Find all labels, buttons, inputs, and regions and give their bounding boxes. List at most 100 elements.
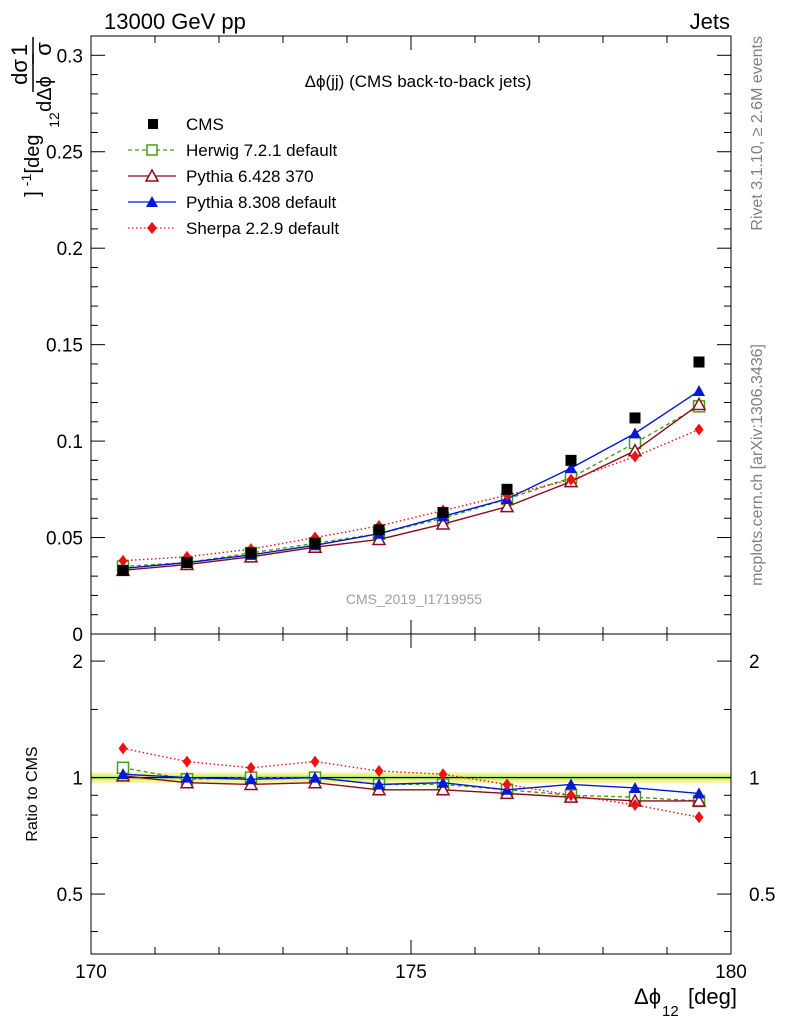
ratio-xlabel: Δϕ 12 [deg] [634, 984, 737, 1020]
ratio-point-sherpa-2-2-9-default [438, 768, 448, 781]
ratio-point-pythia-8-308-default [181, 771, 193, 783]
ratio-point-sherpa-2-2-9-default [118, 742, 128, 755]
main-point-cms [117, 564, 129, 576]
legend: CMS Herwig 7.2.1 default Pythia 6.428 37… [128, 115, 339, 238]
ratio-ytick-label: 1 [72, 769, 83, 790]
main-point-cms [693, 356, 705, 368]
ratio-series-layer [115, 742, 707, 824]
legend-sherpa-marker [147, 222, 157, 234]
ratio-point-sherpa-2-2-9-default [310, 755, 320, 768]
legend-sherpa-label: Sherpa 2.2.9 default [186, 219, 339, 238]
side-label-rivet: Rivet 3.1.10, ≥ 2.6M events [749, 36, 766, 231]
xlabel-unit: [deg] [688, 984, 737, 1009]
main-line-sherpa-2-2-9-default [122, 428, 700, 562]
ratio-point-pythia-8-308-default [117, 768, 129, 780]
ratio-line-pythia-8-308-default [122, 773, 700, 795]
side-label-mcplots: mcplots.cern.ch [arXiv:1306.3436] [749, 344, 766, 586]
main-point-cms [565, 454, 577, 466]
legend-entry-cms: CMS [148, 115, 224, 134]
legend-pythia8-label: Pythia 8.308 default [186, 193, 337, 212]
xlabel-dphi: Δϕ [634, 984, 661, 1009]
header-left: 13000 GeV pp [104, 9, 246, 34]
main-panel: 0 0.05 0.1 0.15 0.2 0.25 0.3 Δϕ(jj) (CMS back-… [7, 35, 732, 646]
ratio-point-sherpa-2-2-9-default [182, 755, 192, 768]
main-point-cms [309, 537, 321, 549]
legend-entry-pythia6: Pythia 6.428 370 [128, 167, 314, 186]
ratio-point-pythia-8-308-default [565, 778, 577, 790]
ylabel-sigma: σ [31, 42, 56, 56]
ratio-xtick-label: 175 [395, 962, 427, 983]
ratio-point-sherpa-2-2-9-default [246, 761, 256, 774]
ratio-ylabel: Ratio to CMS [24, 746, 41, 841]
main-series-layer [115, 356, 707, 577]
legend-cms-label: CMS [186, 115, 224, 134]
ratio-xtick-label: 180 [715, 962, 747, 983]
legend-entry-herwig: Herwig 7.2.1 default [128, 141, 337, 160]
ratio-line-herwig-7-2-1-default [122, 767, 700, 802]
ratio-point-sherpa-2-2-9-default [374, 764, 384, 777]
main-ytick-label: 0 [72, 625, 83, 646]
main-point-cms [501, 483, 513, 495]
main-point-sherpa-2-2-9-default [566, 473, 576, 486]
main-line-pythia-8-308-default [122, 390, 700, 570]
legend-pythia6-marker [144, 168, 160, 182]
main-point-sherpa-2-2-9-default [694, 423, 704, 436]
ratio-point-pythia-6-428-370 [691, 793, 707, 807]
ylabel-sub12: 12 [46, 112, 62, 128]
analysis-label: CMS_2019_I1719955 [346, 591, 482, 607]
main-line-pythia-6-428-370 [122, 403, 700, 572]
main-ytick-label: 0.3 [57, 46, 83, 67]
ylabel-dsigma: dσ [7, 59, 32, 85]
main-point-cms [373, 524, 385, 536]
main-point-cms [437, 506, 449, 518]
ylabel-one: 1 [7, 44, 32, 56]
ylabel-unit: [deg [22, 135, 44, 174]
ylabel-unit-sup: -1 [18, 174, 34, 187]
legend-entry-sherpa: Sherpa 2.2.9 default [128, 219, 339, 238]
ratio-point-pythia-8-308-default [309, 771, 321, 783]
main-point-pythia-8-308-default [693, 384, 705, 396]
ratio-line-pythia-6-428-370 [122, 775, 699, 802]
ratio-ytick-label: 0.5 [57, 885, 83, 906]
main-line-herwig-7-2-1-default [122, 405, 700, 568]
main-ytick-label: 0.25 [46, 143, 83, 164]
main-point-sherpa-2-2-9-default [118, 554, 128, 567]
main-point-pythia-8-308-default [629, 427, 641, 439]
header-right: Jets [690, 9, 730, 34]
main-point-pythia-6-428-370 [691, 396, 707, 411]
main-ylabel: 1 dσ σ dΔϕ 12 [deg -1 ] [7, 37, 62, 197]
ratio-ytick-label: 2 [72, 652, 83, 673]
ratio-point-pythia-8-308-default [373, 778, 385, 790]
main-point-cms [629, 412, 641, 424]
ratio-point-sherpa-2-2-9-default [694, 811, 704, 824]
main-point-pythia-6-428-370 [499, 499, 515, 513]
main-point-cms [245, 547, 257, 559]
ratio-panel: 0.5 0.5 1 1 2 2 170 175 180 Ratio to CMS Δϕ 12 [… [24, 633, 775, 1020]
ratio-ticks: 0.5 0.5 1 1 2 2 170 175 180 [57, 634, 775, 983]
main-point-pythia-6-428-370 [435, 516, 451, 530]
ratio-point-pythia-8-308-default [437, 776, 449, 788]
ratio-ytick-label-right: 1 [749, 769, 760, 790]
main-ytick-label: 0.15 [46, 336, 83, 357]
legend-herwig-marker [146, 144, 158, 156]
ratio-xtick-label: 170 [75, 962, 107, 983]
ratio-point-pythia-8-308-default [245, 773, 257, 785]
main-title: Δϕ(jj) (CMS back-to-back jets) [305, 72, 532, 91]
ratio-point-sherpa-2-2-9-default [502, 778, 512, 791]
main-point-cms [181, 557, 193, 569]
ratio-ytick-label-right: 0.5 [749, 885, 775, 906]
ratio-point-sherpa-2-2-9-default [566, 789, 576, 802]
ratio-point-sherpa-2-2-9-default [630, 798, 640, 811]
ratio-frame [90, 633, 732, 955]
ylabel-unit-close: ] [22, 191, 44, 197]
legend-herwig-label: Herwig 7.2.1 default [186, 141, 337, 160]
main-point-sherpa-2-2-9-default [630, 450, 640, 463]
ratio-point-pythia-8-308-default [693, 787, 705, 799]
ratio-ytick-label-right: 2 [749, 652, 760, 673]
legend-entry-pythia8: Pythia 8.308 default [128, 193, 337, 212]
main-ytick-label: 0.05 [46, 529, 83, 550]
ratio-point-pythia-8-308-default [629, 781, 641, 793]
main-ytick-label: 0.1 [57, 432, 83, 453]
ratio-line-sherpa-2-2-9-default [122, 747, 700, 818]
